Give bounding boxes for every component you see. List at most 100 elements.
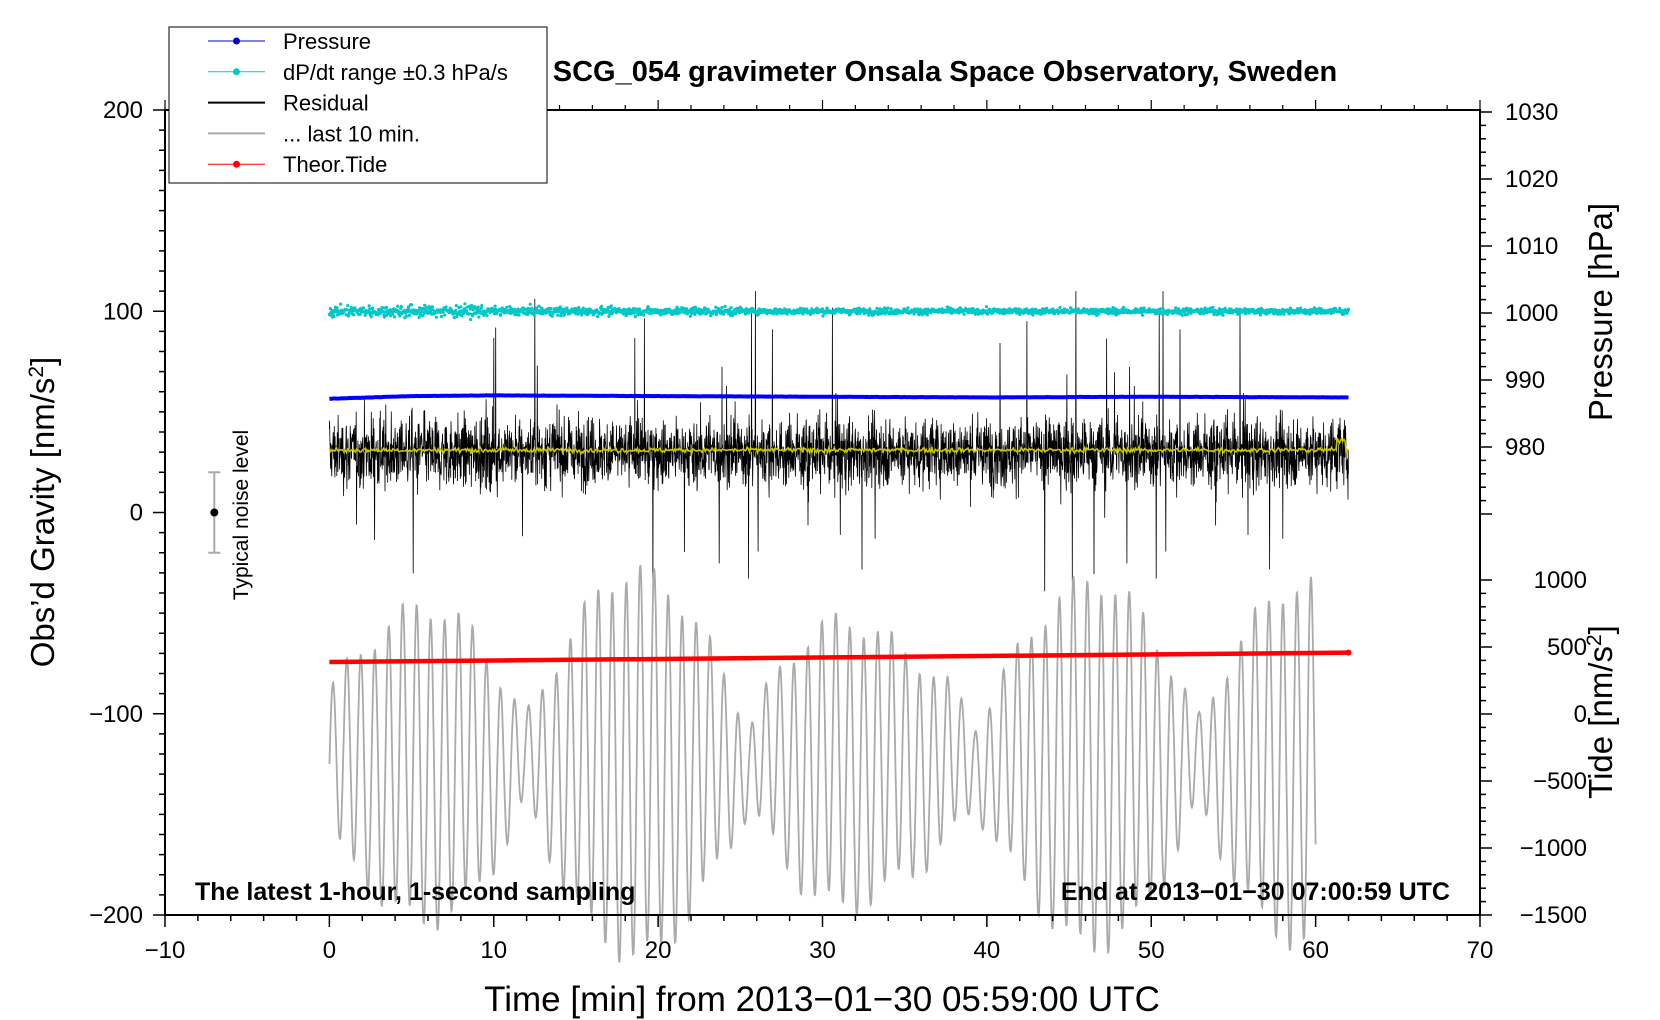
dpdt-point [368, 307, 372, 311]
dpdt-point [821, 314, 825, 318]
x-tick-label: 50 [1138, 937, 1165, 964]
dpdt-point [1031, 313, 1035, 317]
dpdt-point [925, 313, 930, 317]
pressure-axis-label: Pressure [hPa] [1582, 203, 1619, 421]
dpdt-point [697, 307, 701, 311]
dpdt-point [557, 309, 561, 313]
dpdt-point [734, 311, 738, 316]
dpdt-point [339, 302, 343, 306]
dpdt-point [607, 314, 611, 318]
dpdt-point [1122, 305, 1126, 309]
dpdt-point [517, 313, 521, 317]
tide-axis-label-main: Tide [nm/s [1582, 646, 1619, 799]
pressure-tick-label: 1000 [1505, 300, 1558, 327]
dpdt-point [417, 315, 421, 319]
x-tick-label: 60 [1302, 937, 1329, 964]
dpdt-point [352, 313, 356, 317]
pressure-tick-label: 1020 [1505, 166, 1558, 193]
dpdt-point [419, 311, 423, 315]
y-tick-label: −200 [89, 902, 143, 929]
dpdt-point [532, 313, 536, 317]
dpdt-point [771, 312, 776, 316]
dpdt-point [608, 312, 612, 316]
noise-bar-center [210, 508, 219, 517]
y-tick-label: 200 [103, 97, 143, 124]
tide-tick-label: 0 [1574, 701, 1587, 728]
dpdt-point [470, 303, 474, 308]
tide-axis-label-end: ] [1582, 625, 1619, 634]
dpdt-point [723, 304, 727, 308]
dpdt-point [371, 306, 375, 310]
x-axis-label: Time [min] from 2013−01−30 05:59:00 UTC [484, 980, 1160, 1019]
noise-level-label: Typical noise level [230, 430, 253, 600]
legend-swatch-dot [233, 68, 240, 76]
series-layer [327, 291, 1352, 964]
dpdt-point [452, 315, 456, 320]
dpdt-point [729, 306, 733, 310]
y-tick-label: −100 [89, 701, 143, 728]
tide-tick-label: −1000 [1520, 835, 1587, 862]
dpdt-point [632, 306, 636, 311]
dpdt-point [581, 306, 585, 310]
dpdt-point [577, 305, 581, 310]
dpdt-point [469, 317, 473, 322]
dpdt-point [346, 304, 350, 308]
dpdt-point [396, 304, 400, 308]
dpdt-point [417, 309, 421, 313]
dpdt-point [384, 305, 389, 309]
dpdt-point [347, 311, 351, 315]
dpdt-point [682, 306, 686, 310]
dpdt-point [751, 307, 755, 311]
pressure-tick-label: 1010 [1505, 233, 1558, 260]
dpdt-point [920, 313, 924, 317]
dpdt-point [675, 305, 679, 309]
dpdt-point [1346, 307, 1351, 311]
dpdt-point [398, 314, 402, 318]
dpdt-point [332, 314, 336, 319]
legend-swatch-dot [233, 37, 240, 45]
dpdt-point [404, 314, 408, 318]
dpdt-point [361, 306, 366, 310]
pressure-line [329, 393, 1349, 401]
dpdt-point [471, 314, 475, 318]
dpdt-point [345, 308, 349, 312]
dpdt-point [382, 315, 386, 319]
dpdt-point [720, 306, 724, 310]
x-tick-label: 20 [645, 937, 672, 964]
dpdt-point [593, 311, 597, 315]
dpdt-point [1106, 312, 1110, 316]
dpdt-point [1053, 312, 1057, 316]
pressure-tick-label: 980 [1505, 434, 1545, 461]
y-axis-label-main: Obs’d Gravity [nm/s [24, 378, 61, 668]
dpdt-point [1140, 313, 1145, 317]
dpdt-point [984, 305, 989, 309]
dpdt-point [480, 304, 484, 308]
pressure-tick-label: 990 [1505, 367, 1545, 394]
dpdt-point [1045, 306, 1049, 310]
residual-smoothed-line [328, 436, 1350, 457]
dpdt-point [347, 314, 351, 318]
end-time-annotation: End at 2013−01−30 07:00:59 UTC [1061, 878, 1450, 906]
dpdt-point [645, 310, 649, 314]
dpdt-point [805, 307, 809, 311]
dpdt-point [454, 304, 458, 308]
dpdt-point [820, 307, 825, 311]
dpdt-point [367, 304, 371, 308]
dpdt-point [462, 307, 467, 311]
dpdt-point [886, 306, 890, 310]
y-tick-label: 100 [103, 298, 143, 325]
dpdt-point [1058, 305, 1062, 310]
tide-tick-label: −500 [1533, 768, 1587, 795]
dpdt-point [714, 305, 718, 309]
dpdt-point [369, 315, 373, 319]
dpdt-point [537, 304, 541, 308]
dpdt-point [534, 306, 539, 310]
dpdt-point [460, 314, 464, 318]
legend-swatch-dot [233, 160, 240, 168]
dpdt-point [493, 304, 497, 308]
dpdt-point [1208, 306, 1212, 310]
dpdt-point [471, 308, 475, 312]
residual-line [329, 291, 1349, 602]
dpdt-point [1180, 313, 1184, 317]
